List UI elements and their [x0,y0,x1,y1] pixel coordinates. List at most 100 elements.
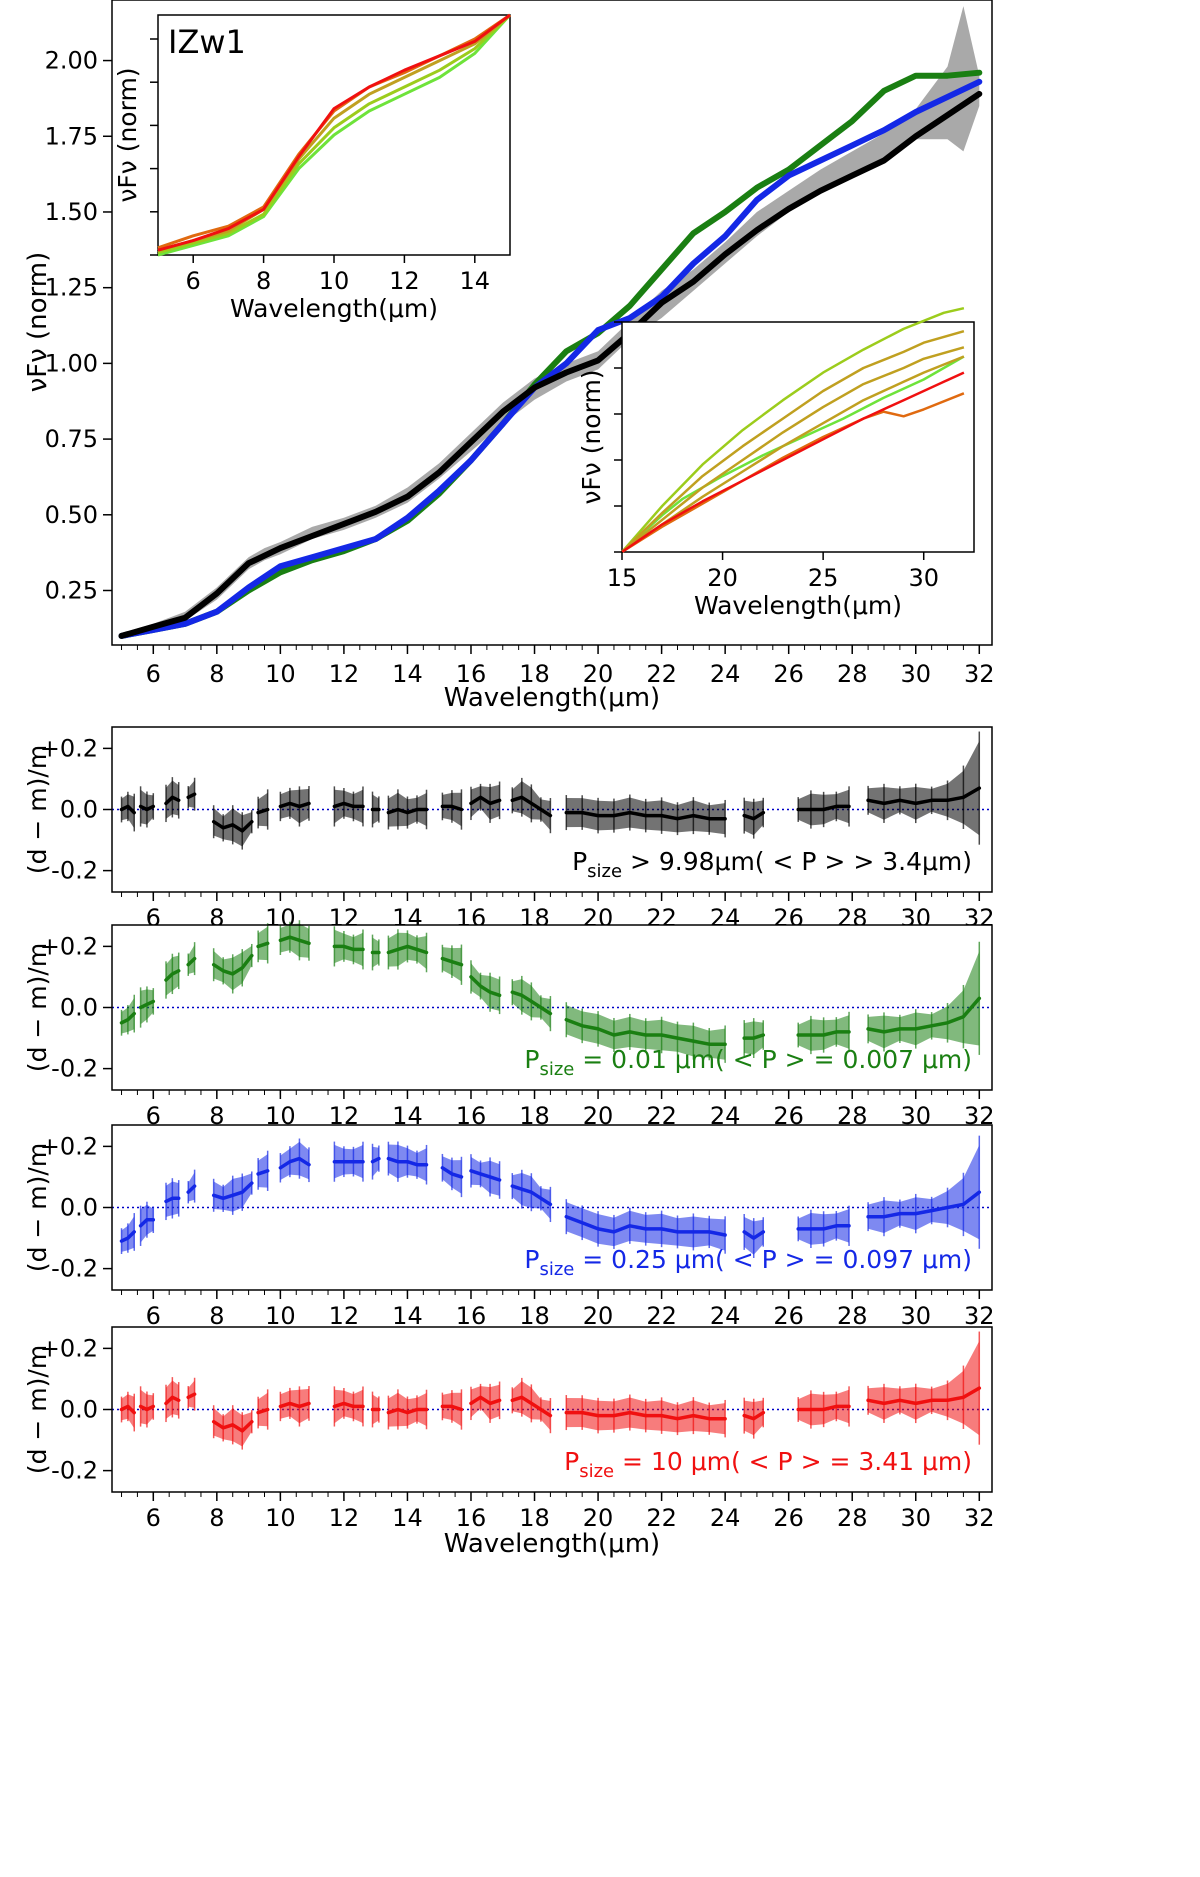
residual-x-axis-label: Wavelength(μm) [444,1529,660,1559]
inset-series-line-light_green [621,355,965,553]
series-line-blue [118,78,983,639]
residual-x-tick-label: 8 [209,1302,224,1330]
residual-line-segment [211,1419,254,1433]
residual-annotation: Psize = 0.01 μm( < P > = 0.007 μm) [524,1045,972,1080]
residual-line-segment [469,975,502,998]
residual-x-tick-label: 20 [583,1504,614,1532]
residual-x-tick-label: 26 [773,1504,804,1532]
residual-x-tick-label: 16 [456,1302,487,1330]
residual-line-segment [866,996,982,1034]
residual-line-segment [866,1386,982,1406]
residual-line-segment [211,953,254,976]
residual-x-tick-label: 30 [900,1504,931,1532]
inset-series-line-yellow_green [621,306,965,553]
plot-frame [111,0,993,646]
x-tick-label: 22 [646,660,677,688]
series-line-green [118,69,983,639]
residual-x-tick-label: 16 [456,1504,487,1532]
residual-error-band [868,951,980,1049]
residual-line-segment [164,1196,181,1204]
residual-y-tick-label: +0.2 [40,932,98,960]
residual-line-segment [564,1214,727,1237]
residual-line-segment [469,795,502,806]
residual-annotation: Psize > 9.98μm( < P > > 3.4μm) [572,847,972,882]
residual-line-segment [440,1166,464,1179]
inset-x-tick-label: 30 [908,564,939,592]
residual-panel-red: +0.2 0.0 -0.2 6 8 10 12 14 16 18 20 22 24 26 28 30 32 (d … [23,1326,995,1559]
annotation-symbol: P [524,1245,539,1274]
residual-x-tick-label: 10 [265,1504,296,1532]
inset-x-tick-label: 6 [186,267,201,295]
residual-line-segment [119,1230,136,1243]
inset-series-line-light_green [157,13,512,257]
inset-x-axis-label: Wavelength(μm) [694,591,902,620]
residual-line-segment [796,1404,851,1412]
residual-x-tick-label: 32 [964,1302,995,1330]
residual-line-segment [440,804,464,812]
residual-line-segment [278,801,311,809]
x-tick-label: 28 [837,660,868,688]
residual-x-tick-label: 6 [146,1302,161,1330]
residual-line-segment [278,1401,311,1409]
residual-y-axis-label: (d − m)/m [23,943,52,1072]
residual-line-segment [440,956,464,967]
residual-line-segment [742,1033,766,1040]
inset-series-line-red [621,371,965,554]
residual-line-segment [186,792,197,800]
residual-line-segment [386,944,429,955]
residual-line-segment [510,1395,553,1418]
residual-annotation: Psize = 0.25 μm( < P > = 0.097 μm) [524,1245,972,1280]
residual-x-tick-label: 22 [646,1302,677,1330]
residual-line-segment [256,807,270,815]
residual-x-tick-label: 24 [710,1302,741,1330]
x-axis-label: Wavelength(μm) [444,683,660,713]
residual-x-tick-label: 26 [773,1302,804,1330]
inset-panel-izw1: 6 8 10 12 14 Wavelength(μm) νFν (norm) IZw1 [113,13,512,323]
residual-line-segment [119,1011,136,1025]
residual-y-tick-label: 0.0 [60,994,98,1022]
residual-line-segment [564,1017,727,1046]
inset-series-line-orange [621,392,965,554]
y-tick-label: 1.75 [45,122,98,150]
y-tick-label: 0.25 [45,576,98,604]
annotation-text: > 9.98μm( < P > > 3.4μm) [622,847,972,876]
residual-error-band [280,923,309,958]
inset-x-tick-label: 25 [808,564,839,592]
residual-x-tick-label: 8 [209,1504,224,1532]
residual-line-segment [796,804,851,812]
residual-y-tick-label: -0.2 [51,1055,98,1083]
residual-line-segment [278,935,311,946]
residual-line-segment [164,969,181,982]
inset-y-axis-label: νFν (norm) [577,369,606,504]
residual-annotation: Psize = 10 μm( < P > = 3.41 μm) [564,1447,972,1482]
annotation-symbol: P [572,847,587,876]
y-tick-label: 1.00 [45,349,98,377]
y-tick-label: 1.50 [45,198,98,226]
residual-line-segment [564,1410,727,1421]
residual-error-band [868,741,980,836]
residual-x-tick-label: 8 [209,1102,224,1130]
residual-line-segment [386,1407,429,1415]
x-tick-label: 14 [392,660,423,688]
x-tick-label: 32 [964,660,995,688]
residual-y-axis-label: (d − m)/m [23,745,52,874]
residual-line-segment [332,1401,365,1409]
residual-line-segment [119,804,136,815]
residual-x-tick-label: 22 [646,1504,677,1532]
residual-line-segment [211,819,254,833]
inset-y-axis-label: νFν (norm) [113,67,142,202]
residual-line-segment [866,1190,982,1219]
residual-line-segment [440,1404,464,1412]
residual-x-tick-label: 12 [329,1302,360,1330]
x-tick-label: 20 [583,660,614,688]
y-tick-label: 2.00 [45,47,98,75]
x-tick-label: 18 [519,660,550,688]
residual-x-tick-label: 24 [710,1504,741,1532]
inset-series-line-olive [157,13,511,252]
y-tick-label: 0.75 [45,425,98,453]
residual-line-segment [119,1404,136,1415]
inset-x-tick-label: 10 [319,267,350,295]
residual-line-segment [564,810,727,821]
residual-line-segment [256,941,270,949]
